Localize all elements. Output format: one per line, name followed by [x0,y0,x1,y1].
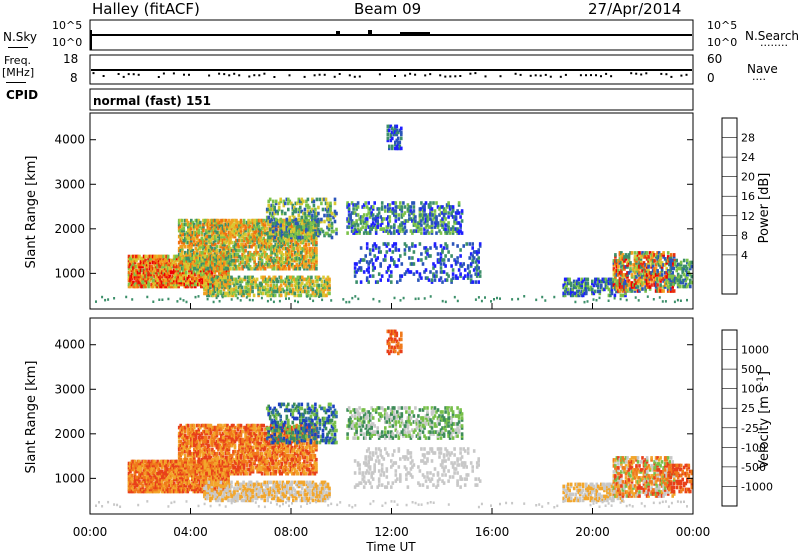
freq-underline [6,82,26,83]
nsearch-dots: ........ [760,36,788,49]
nsearch-tick-top: 10^5 [707,19,738,32]
cpid-value: normal (fast) 151 [93,94,211,108]
power-panel: 4000 3000 2000 1000 [54,112,694,310]
freq-unit-label: [MHz] [2,66,35,79]
x-tick-label: 00:00 [73,525,108,539]
colorbar-tick-label: 12 [741,210,755,223]
y-tick-label: 1000 [54,266,85,280]
y-tick-label: 4000 [54,338,85,352]
colorbar-tick-label: -25 [741,422,759,435]
station-title: Halley (fitACF) [92,0,200,18]
beam-title: Beam 09 [354,0,422,18]
colorbar-tick-label: -100 [741,441,766,454]
colorbar-tick-label: 20 [741,171,755,184]
power-cbar-label: Power [dB] [757,173,772,244]
colorbar-tick-label: -500 [741,461,766,474]
colorbar-tick-label: 500 [741,363,762,376]
colorbar-tick-label: 24 [741,151,755,164]
nsky-panel [89,19,694,51]
cpid-panel [89,88,694,111]
velocity-cbar-label-sup: -1 [756,376,766,385]
x-tick-label: 08:00 [274,525,309,539]
freq-label: Freq. [4,54,32,67]
x-tick-label: 04:00 [173,525,208,539]
power-ylabel: Slant Range [km] [24,156,39,269]
freq-panel [89,54,694,85]
colorbar-tick-label: 8 [741,229,748,242]
x-tick-label: 16:00 [475,525,510,539]
nave-label: Nave [747,62,778,76]
velocity-cbar-label-close: ] [757,371,772,376]
y-tick-label: 3000 [54,177,85,191]
nave-tick-top: 60 [707,52,723,66]
x-tick-label: 12:00 [374,525,409,539]
velocity-cbar-label: Velocity [m s-1] [756,371,772,469]
y-tick-label: 2000 [54,222,85,236]
nave-tick-bottom: 0 [707,71,715,85]
y-tick-label: 4000 [54,133,85,147]
velocity-cbar-label-main: Velocity [m s [757,385,772,469]
velocity-ylabel: Slant Range [km] [24,361,39,474]
nsky-label: N.Sky [3,30,38,44]
freq-tick-bottom: 8 [70,71,78,85]
nave-dots: .... [752,70,766,83]
colorbar-tick-label: 25 [741,402,755,415]
nsky-tick-bottom: 10^0 [52,36,83,49]
y-tick-label: 2000 [54,427,85,441]
x-axis-label: Time UT [365,540,416,554]
colorbar-tick-label: 28 [741,132,755,145]
colorbar-tick-label: 100 [741,383,762,396]
colorbar-tick-label: -1000 [741,480,773,493]
nsky-tick-top: 10^5 [52,19,83,32]
nsearch-tick-bottom: 10^0 [707,36,738,49]
freq-tick-top: 18 [63,52,79,66]
colorbar-tick-label: 16 [741,190,755,203]
velocity-panel: 4000 3000 2000 1000 [54,317,694,515]
x-tick-label: 20:00 [575,525,610,539]
cpid-label: CPID [6,88,39,102]
y-tick-label: 1000 [54,471,85,485]
date-title: 27/Apr/2014 [588,0,682,18]
x-tick-label: 00:00 [676,525,711,539]
y-tick-label: 3000 [54,382,85,396]
nsearch-label: N.Search [745,29,800,43]
nsky-underline [8,47,28,48]
colorbar-tick-label: 1000 [741,344,769,357]
colorbar-tick-label: 4 [741,249,748,262]
